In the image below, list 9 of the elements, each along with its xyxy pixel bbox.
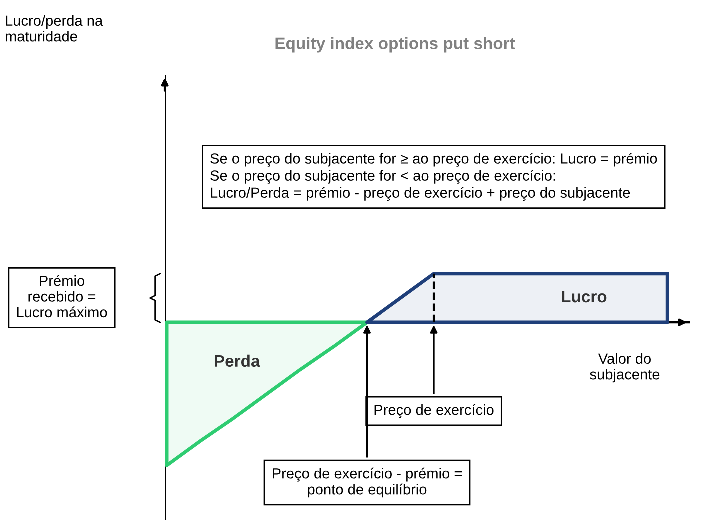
text: Prémio recebido = Lucro máximo <box>17 275 108 318</box>
x-axis-title: Valor do subjacente <box>590 353 660 383</box>
series-label: Lucro <box>562 291 607 303</box>
text: Preço de exercício - prémio = ponto de equilíbrio <box>273 468 462 498</box>
chart-title: Equity index options put short <box>276 37 516 53</box>
series-label: Perda <box>215 354 260 368</box>
text: Se o preço do subjacente for ≥ ao preço de exercício: Lucro = prémio Se o preço do subjacente for < ao preço de exercício: Lucro/Perda = prémio - preço de exercício + preço do subjacente <box>210 153 658 201</box>
text: Lucro/perda na maturidade <box>6 15 104 42</box>
annotation: Preço de exercício <box>374 404 494 418</box>
